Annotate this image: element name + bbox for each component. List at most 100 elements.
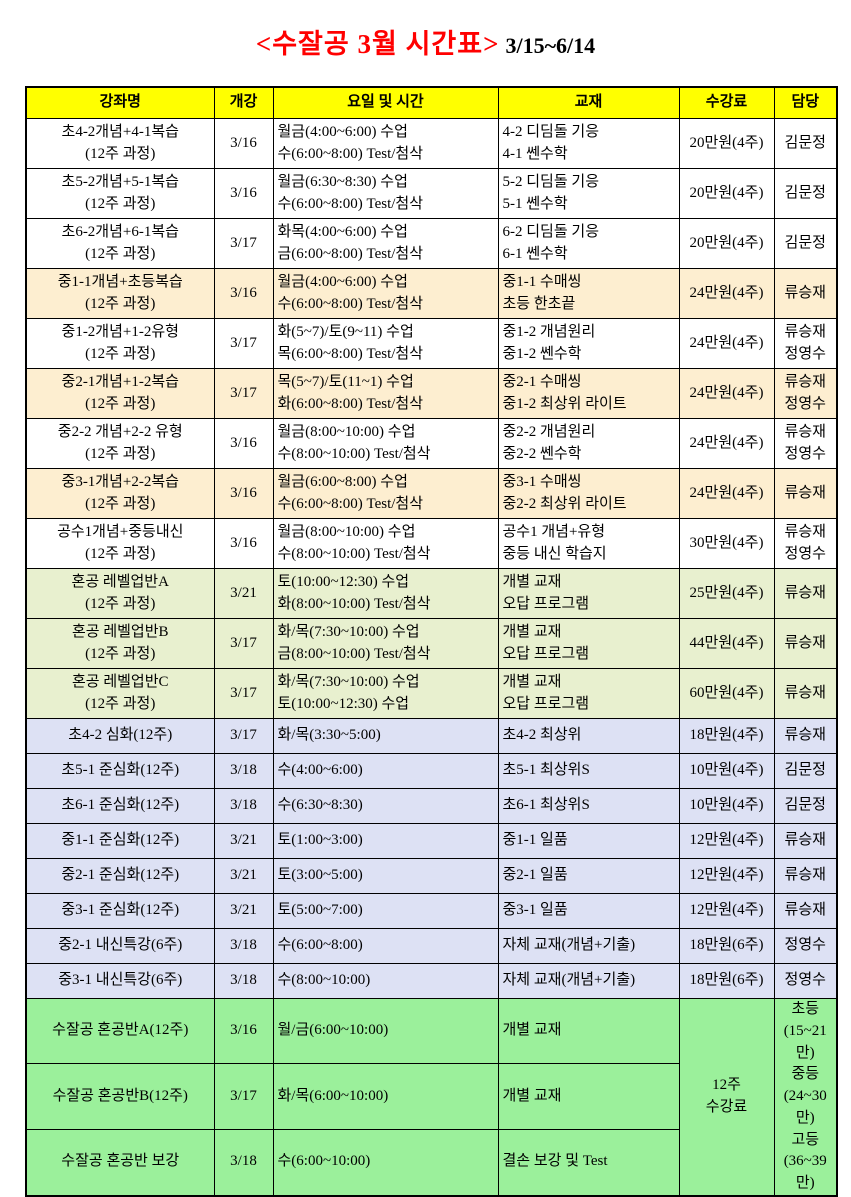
- cell-start-date: 3/17: [213, 1063, 274, 1130]
- table-row: 초6-1 준심화(12주) 3/18 수(6:30~8:30) 초6-1 최상위S 10…: [25, 788, 838, 824]
- cell-line: 중1-2 개념원리: [502, 323, 596, 340]
- cell-textbook: 개별 교재 오답 프로그램: [497, 568, 680, 619]
- cell-day-time: 수(6:30~8:30): [272, 788, 499, 824]
- cell-course-name: 초5-1 준심화(12주): [25, 753, 215, 789]
- table-row: 중2-2 개념+2-2 유형 (12주 과정) 3/16 월금(8:00~10:00)…: [25, 418, 838, 469]
- schedule-table-container: 강좌명 개강 요일 및 시간 교재 수강료 담당 초4-2개념+4-1복습 (12…: [25, 86, 838, 1197]
- cell-line: 초등 한초끝: [502, 295, 576, 312]
- cell-day-time: 수(4:00~6:00): [272, 753, 499, 789]
- cell-tuition: 20만원(4주): [678, 118, 775, 169]
- cell-line: 중1-2 쎈수학: [502, 345, 582, 362]
- cell-start-date: 3/21: [213, 568, 274, 619]
- table-row: 중1-1 준심화(12주) 3/21 토(1:00~3:00) 중1-1 일품 12만원…: [25, 823, 838, 859]
- cell-tuition: 10만원(4주): [678, 788, 775, 824]
- cell-tuition: 20만원(4주): [678, 168, 775, 219]
- cell-line: 류승재: [784, 423, 826, 440]
- cell-day-time: 수(6:00~8:00): [272, 928, 499, 964]
- cell-line: (12주 과정): [85, 445, 156, 462]
- cell-line: 12주: [712, 1077, 741, 1094]
- cell-start-date: 3/16: [213, 468, 274, 519]
- cell-day-time: 토(3:00~5:00): [272, 858, 499, 894]
- cell-course-name: 혼공 레벨업반B (12주 과정): [25, 618, 215, 669]
- cell-line: 초4-2개념+4-1복습: [61, 123, 179, 140]
- cell-line: (12주 과정): [85, 295, 156, 312]
- cell-line: (12주 과정): [85, 145, 156, 162]
- table-row: 수잘공 혼공반B(12주) 3/17 화/목(6:00~10:00) 개별 교재: [25, 1063, 837, 1130]
- cell-line: 개별 교재: [502, 573, 562, 590]
- cell-course-name: 수잘공 혼공반A(12주): [25, 997, 215, 1065]
- cell-tuition: 24만원(4주): [678, 468, 775, 519]
- cell-line: 목(5~7)/토(11~1) 수업: [277, 373, 414, 390]
- cell-line: 수강료: [705, 1098, 748, 1115]
- cell-line: 월금(4:00~6:00) 수업: [277, 273, 408, 290]
- cell-course-name: 초4-2개념+4-1복습 (12주 과정): [25, 118, 215, 169]
- cell-teacher: 류승재: [773, 858, 838, 894]
- cell-teacher: 김문정: [773, 118, 838, 169]
- cell-line: 4-2 디딤돌 기응: [502, 123, 600, 140]
- cell-textbook: 초5-1 최상위S: [497, 753, 680, 789]
- cell-start-date: 3/18: [213, 753, 274, 789]
- cell-line: 중3-1 수매씽: [502, 473, 582, 490]
- cell-tuition: 12만원(4주): [678, 893, 775, 929]
- cell-tuition: 60만원(4주): [678, 668, 775, 719]
- cell-start-date: 3/17: [213, 718, 274, 754]
- cell-textbook: 중2-1 수매씽 중1-2 최상위 라이트: [497, 368, 680, 419]
- cell-course-name: 중2-2 개념+2-2 유형 (12주 과정): [25, 418, 215, 469]
- cell-textbook: 결손 보강 및 Test: [497, 1128, 680, 1197]
- cell-course-name: 혼공 레벨업반C (12주 과정): [25, 668, 215, 719]
- cell-tuition: 20만원(4주): [678, 218, 775, 269]
- cell-line: 중1-2개념+1-2유형: [61, 323, 179, 340]
- cell-line: 오답 프로그램: [502, 645, 590, 662]
- cell-tuition: 10만원(4주): [678, 753, 775, 789]
- cell-textbook: 개별 교재 오답 프로그램: [497, 618, 680, 669]
- cell-line: 정영수: [784, 445, 826, 462]
- cell-day-time: 화/목(6:00~10:00): [272, 1063, 499, 1130]
- cell-day-time: 월금(4:00~6:00) 수업 수(6:00~8:00) Test/첨삭: [272, 268, 499, 319]
- cell-start-date: 3/16: [213, 518, 274, 569]
- cell-teacher: 류승재: [773, 618, 838, 669]
- cell-start-date: 3/21: [213, 893, 274, 929]
- cell-line: 초6-2개념+6-1복습: [61, 223, 179, 240]
- column-header-day-and-time: 요일 및 시간: [272, 86, 499, 119]
- cell-line: 5-2 디딤돌 기응: [502, 173, 600, 190]
- table-row: 중3-1 내신특강(6주) 3/18 수(8:00~10:00) 자체 교재(개념+기…: [25, 963, 838, 999]
- cell-day-time: 목(5~7)/토(11~1) 수업 화(6:00~8:00) Test/첨삭: [272, 368, 499, 419]
- cell-line: 혼공 레벨업반B: [71, 623, 169, 640]
- cell-tuition: 18만원(6주): [678, 928, 775, 964]
- page-title: <수잘공 3월 시간표> 3/15~6/14: [0, 0, 851, 65]
- cell-line: (12주 과정): [85, 495, 156, 512]
- column-header-tuition: 수강료: [678, 86, 775, 119]
- cell-line: (12주 과정): [85, 595, 156, 612]
- cell-line: (12주 과정): [85, 195, 156, 212]
- cell-line: 공수1 개념+유형: [502, 523, 606, 540]
- cell-line: 류승재: [784, 523, 826, 540]
- title-main-text: <수잘공 3월 시간표>: [255, 29, 500, 59]
- cell-line: 월금(4:00~6:00) 수업: [277, 123, 408, 140]
- cell-start-date: 3/21: [213, 858, 274, 894]
- cell-line: 수(6:00~8:00) Test/첨삭: [277, 495, 424, 512]
- cell-day-time: 수(6:00~10:00): [272, 1128, 499, 1197]
- cell-course-name: 중1-1 준심화(12주): [25, 823, 215, 859]
- cell-textbook: 중1-1 일품: [497, 823, 680, 859]
- cell-day-time: 토(1:00~3:00): [272, 823, 499, 859]
- cell-line: 류승재: [784, 323, 826, 340]
- cell-line: 월금(6:30~8:30) 수업: [277, 173, 408, 190]
- cell-day-time: 월/금(6:00~10:00): [272, 997, 499, 1065]
- cell-course-name: 중3-1 준심화(12주): [25, 893, 215, 929]
- table-header-row: 강좌명 개강 요일 및 시간 교재 수강료 담당: [25, 86, 838, 119]
- cell-line: 혼공 레벨업반C: [71, 673, 169, 690]
- cell-course-name: 중3-1개념+2-2복습 (12주 과정): [25, 468, 215, 519]
- cell-line: 수(6:00~8:00) Test/첨삭: [277, 195, 424, 212]
- cell-line: 수(6:00~8:00) Test/첨삭: [277, 145, 424, 162]
- schedule-table: 강좌명 개강 요일 및 시간 교재 수강료 담당 초4-2개념+4-1복습 (12…: [25, 86, 838, 1197]
- cell-line: 화/목(7:30~10:00) 수업: [277, 673, 420, 690]
- cell-start-date: 3/17: [213, 218, 274, 269]
- cell-tuition: 30만원(4주): [678, 518, 775, 569]
- table-row: 초4-2 심화(12주) 3/17 화/목(3:30~5:00) 초4-2 최상위 18…: [25, 718, 838, 754]
- table-row: 수잘공 혼공반A(12주) 3/16 월/금(6:00~10:00) 개별 교재 12주…: [25, 997, 838, 1197]
- cell-teacher: 김문정: [773, 788, 838, 824]
